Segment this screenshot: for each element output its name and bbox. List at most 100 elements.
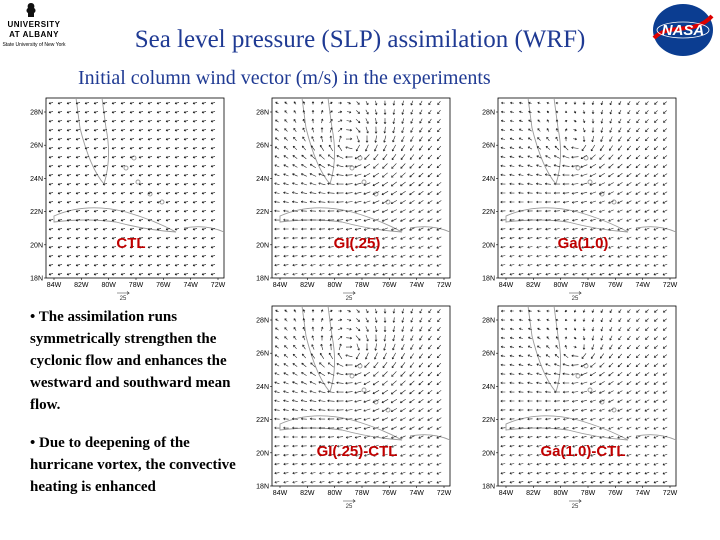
wind-vector [327,200,335,204]
wind-vector [274,182,280,185]
wind-vector [201,209,207,213]
wind-vector [147,119,153,123]
lat-tick-label: 18N [256,276,269,283]
wind-vector [427,272,433,276]
wind-vector [536,372,542,375]
wind-vector [599,362,605,368]
wind-vector [48,263,54,267]
wind-vector [356,101,360,105]
wind-vector [644,480,650,484]
wind-vector [355,264,361,267]
wind-vector [600,309,604,313]
wind-vector [528,318,532,322]
wind-vector [617,272,623,276]
wind-vector [436,371,442,377]
reference-vector [569,291,582,295]
wind-vector [301,227,307,231]
wind-vector [427,480,433,484]
wind-vector [509,417,515,421]
wind-vector [328,272,334,276]
wind-vector [645,128,649,133]
wind-vector [301,444,307,448]
wind-vector [309,218,316,222]
wind-vector [509,263,515,267]
wind-vector [608,209,614,213]
wind-vector [644,354,650,358]
wind-vector [636,336,640,340]
wind-vector [309,163,316,169]
page-title: Sea level pressure (SLP) assimilation (W… [134,26,586,53]
wind-vector [662,236,668,240]
wind-vector [509,236,515,240]
wind-vector [390,209,397,213]
wind-vector [437,344,441,350]
wind-vector [338,309,342,313]
lon-tick-label: 80W [101,282,116,289]
wind-vector [274,191,280,195]
wind-vector [274,435,280,439]
wind-vector [337,254,343,258]
wind-vector [364,245,370,249]
lon-tick-label: 78W [581,282,596,289]
lat-tick-label: 26N [482,143,495,150]
wind-vector [138,101,144,105]
wind-vector [210,200,216,204]
wind-vector [636,318,640,322]
wind-vector [391,263,397,267]
wind-vector [518,363,524,367]
wind-vector [617,172,623,178]
wind-vector [654,318,658,322]
wind-vector [644,173,650,177]
wind-vector [201,173,207,177]
wind-vector [418,200,424,204]
wind-vector [653,254,659,258]
wind-vector [509,164,515,168]
wind-vector [436,254,442,258]
ualbany-logo-line1: UNIVERSITY [7,20,61,29]
wind-vector [356,309,360,313]
wind-vector [347,101,351,105]
panel-label: GI(.25) [334,235,381,252]
wind-vector [84,101,90,105]
wind-vector [274,390,280,393]
wind-vector [372,380,380,386]
wind-vector [536,182,542,186]
lon-tick-label: 80W [553,490,568,497]
wind-vector [345,354,353,358]
lat-tick-label: 28N [256,110,269,117]
wind-vector [509,462,515,466]
wind-vector [418,227,424,231]
wind-vector [418,245,424,249]
wind-vector [138,236,144,240]
wind-vector [590,472,596,475]
wind-vector [293,101,297,105]
wind-vector [609,335,613,341]
wind-vector [500,209,506,213]
wind-vector [509,336,514,340]
panel-label: Ga(1.0) [558,235,609,252]
wind-vector [283,390,289,394]
wind-vector [582,119,586,124]
wind-vector [500,426,506,430]
wind-vector [518,327,523,331]
wind-vector [372,390,380,395]
wind-vector [327,426,335,430]
wind-vector [427,362,433,368]
wind-vector [582,335,586,341]
wind-vector [319,144,325,151]
wind-vector [346,263,352,267]
wind-vector [537,137,541,141]
wind-vector [527,137,532,141]
wind-vector [355,463,361,466]
wind-vector [608,426,614,430]
wind-vector [147,236,153,240]
wind-vector [391,352,396,360]
wind-vector [635,209,641,213]
wind-vector [120,137,126,141]
wind-vector [311,118,315,124]
wind-vector [328,236,334,240]
wind-vector [301,272,307,276]
wind-vector [293,110,297,114]
wind-vector [546,128,550,132]
wind-vector [93,119,99,123]
